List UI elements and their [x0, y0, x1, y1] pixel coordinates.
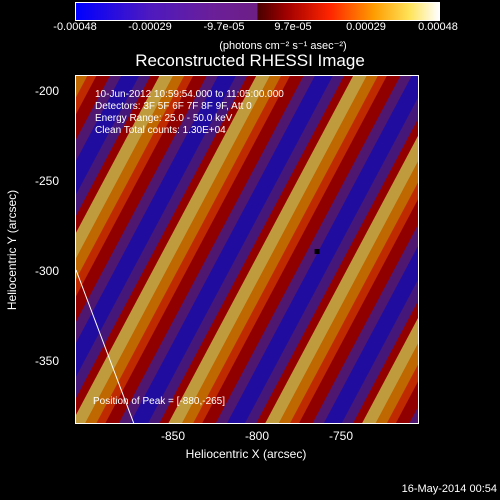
y-tick-label-350: -350 — [35, 354, 60, 368]
colorbar-tick-4: 9.7e-05 — [274, 21, 312, 33]
plot-frame: 10-Jun-2012 10:59:54.000 to 11:05:00.000… — [75, 75, 419, 424]
overlay-line-1: 10-Jun-2012 10:59:54.000 to 11:05:00.000 — [95, 89, 284, 100]
limb-line — [76, 269, 135, 423]
y-tick-label-250: -250 — [35, 174, 60, 188]
plot-canvas — [76, 76, 418, 423]
plot-title: Reconstructed RHESSI Image — [135, 51, 365, 70]
y-tick-label-200: -200 — [35, 84, 60, 98]
x-tick-label-850: -850 — [160, 429, 186, 443]
peak-marker — [314, 249, 320, 254]
x-tick-label-750: -750 — [328, 429, 354, 443]
colorbar-tick-3: -9.7e-05 — [203, 21, 245, 33]
y-tick-label-300: -300 — [35, 264, 60, 278]
colorbar-tick-6: 0.00048 — [418, 21, 458, 33]
x-axis-label: Heliocentric X (arcsec) — [185, 447, 307, 461]
colorbar-tick-5: 0.00029 — [346, 21, 386, 33]
colorbar-tick-1: -0.00048 — [53, 21, 97, 33]
y-axis-label: Heliocentric Y (arcsec) — [5, 189, 19, 311]
x-tick-label-800: -800 — [244, 429, 270, 443]
overlay-line-3: Energy Range: 25.0 - 50.0 keV — [95, 113, 233, 124]
overlay-line-2: Detectors: 3F 5F 6F 7F 8F 9F, Att 0 — [95, 101, 252, 112]
peak-position-label: Position of Peak = [-880,-265] — [93, 396, 226, 407]
footer-timestamp: 16-May-2014 00:54 — [401, 483, 497, 495]
colorbar — [75, 2, 440, 21]
colorbar-unit: (photons cm⁻² s⁻¹ asec⁻²) — [219, 40, 347, 52]
colorbar-tick-2: -0.00029 — [128, 21, 172, 33]
overlay-line-4: Clean Total counts: 1.30E+04 — [95, 125, 226, 136]
